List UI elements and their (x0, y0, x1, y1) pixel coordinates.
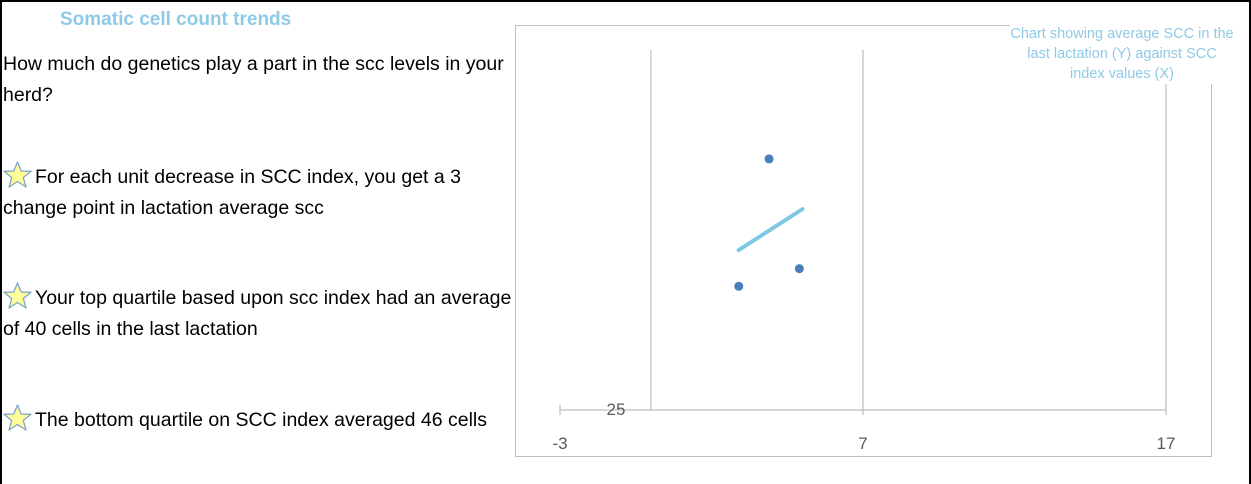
star-icon (3, 404, 32, 431)
star-icon (3, 161, 32, 188)
x-tick-label-2: 7 (858, 434, 867, 453)
point-item-3: The bottom quartile on SCC index average… (3, 404, 528, 436)
panel-heading: Somatic cell count trends (60, 9, 292, 30)
data-point-2 (734, 281, 744, 291)
intro-question: How much do genetics play a part in the … (3, 53, 504, 106)
data-point-1 (764, 154, 774, 164)
point-text-1: For each unit decrease in SCC index, you… (3, 166, 461, 219)
point-item-1: For each unit decrease in SCC index, you… (3, 161, 528, 224)
trendline (736, 207, 805, 253)
star-icon (3, 282, 32, 309)
frame-right-border (1249, 0, 1251, 484)
chart-title: Chart showing average SCC in the last la… (1010, 24, 1234, 84)
point-text-3: The bottom quartile on SCC index average… (35, 409, 488, 431)
point-text-2: Your top quartile based upon scc index h… (3, 287, 512, 340)
data-point-3 (794, 264, 804, 274)
frame-left-border (0, 0, 2, 484)
frame-top-border (0, 0, 1251, 2)
y-tick-label-1: 25 (607, 400, 626, 419)
point-item-2: Your top quartile based upon scc index h… (3, 282, 528, 345)
x-tick-label-1: -3 (552, 434, 567, 453)
x-tick-label-3: 17 (1157, 434, 1176, 453)
